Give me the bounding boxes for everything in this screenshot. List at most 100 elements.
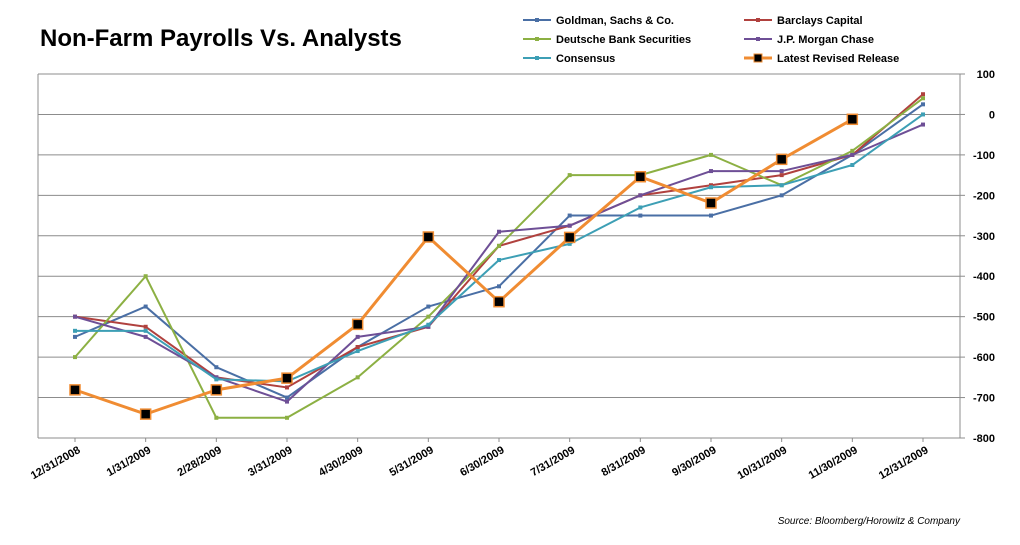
data-point: [143, 334, 148, 339]
data-point: [355, 375, 360, 380]
series-line: [74, 93, 924, 389]
data-point: [921, 102, 925, 107]
data-point: [638, 205, 643, 210]
series-4: [73, 112, 925, 384]
data-point: [355, 349, 360, 354]
data-point: [709, 213, 713, 218]
legend-label: J.P. Morgan Chase: [777, 34, 874, 46]
x-tick-label: 4/30/2009: [317, 444, 365, 479]
data-point: [638, 193, 643, 198]
data-point: [634, 170, 647, 183]
data-point: [709, 183, 713, 188]
x-tick-label: 8/31/2009: [599, 444, 647, 479]
x-tick-label: 2/28/2009: [175, 444, 223, 479]
data-point: [921, 96, 925, 101]
data-point: [73, 328, 77, 333]
x-tick-label: 10/31/2009: [735, 444, 789, 482]
legend-item: Consensus: [523, 53, 615, 65]
y-tick-label: 100: [977, 69, 995, 81]
data-point: [779, 173, 784, 178]
legend-marker: [535, 37, 539, 41]
legend-item: Barclays Capital: [744, 15, 863, 27]
data-point: [921, 92, 925, 97]
data-point: [426, 322, 431, 327]
series-0: [73, 102, 925, 400]
data-point: [73, 334, 77, 339]
data-point: [210, 384, 223, 396]
x-tick-label: 7/31/2009: [529, 444, 577, 479]
series-5: [69, 113, 859, 420]
series-line: [74, 117, 854, 416]
data-point: [143, 304, 148, 309]
data-point: [567, 241, 572, 246]
data-point: [850, 148, 855, 153]
data-point: [921, 112, 925, 117]
x-axis: 12/31/2008 1/31/2009 2/28/2009 3/31/2009 4/3…: [29, 438, 931, 482]
x-tick-label: 12/31/2008: [29, 444, 83, 482]
x-tick-label: 3/31/2009: [246, 444, 294, 479]
data-point: [73, 314, 77, 319]
data-point: [709, 152, 713, 157]
gridlines: [37, 73, 961, 439]
data-point: [139, 408, 152, 420]
data-point: [143, 274, 148, 279]
data-point: [705, 197, 717, 209]
data-point: [281, 372, 293, 384]
x-tick-label: 5/31/2009: [387, 444, 435, 479]
chart-title: Non-Farm Payrolls Vs. Analysts: [40, 25, 402, 52]
x-tick-label: 12/31/2009: [877, 444, 931, 482]
y-tick-label: -100: [973, 150, 995, 162]
data-point: [214, 375, 219, 380]
data-point: [497, 229, 501, 234]
data-point: [921, 122, 925, 127]
legend-label: Barclays Capital: [777, 15, 863, 27]
data-point: [567, 173, 572, 178]
data-point: [709, 169, 713, 174]
data-point: [779, 193, 784, 198]
legend-label: Latest Revised Release: [777, 53, 899, 65]
data-point: [422, 231, 435, 243]
source-note: Source: Bloomberg/Horowitz & Company: [778, 516, 961, 527]
data-point: [355, 334, 360, 339]
data-point: [497, 258, 501, 263]
legend-marker: [756, 18, 760, 22]
data-point: [285, 415, 289, 420]
y-tick-label: -400: [973, 271, 995, 283]
series-2: [73, 96, 925, 420]
data-point: [567, 213, 572, 218]
data-point: [214, 415, 219, 420]
data-point: [214, 365, 219, 370]
y-tick-label: 0: [989, 109, 995, 121]
data-point: [493, 295, 505, 308]
y-tick-label: -700: [973, 393, 995, 405]
legend-label: Consensus: [556, 53, 615, 65]
data-point: [355, 345, 360, 349]
data-point: [285, 395, 289, 400]
series-line: [74, 103, 924, 399]
series-3: [73, 122, 925, 404]
y-tick-label: -800: [973, 433, 995, 445]
data-point: [426, 304, 431, 309]
data-point: [779, 183, 784, 188]
series-1: [73, 92, 925, 390]
y-tick-label: -200: [973, 190, 995, 202]
x-tick-label: 11/30/2009: [807, 444, 860, 482]
legend-item: Deutsche Bank Securities: [523, 34, 691, 46]
data-point: [846, 113, 859, 126]
series-line: [74, 123, 924, 403]
data-point: [73, 355, 77, 360]
x-tick-label: 1/31/2009: [105, 444, 153, 479]
data-point: [143, 328, 148, 333]
legend-item: J.P. Morgan Chase: [744, 34, 874, 46]
legend-marker: [753, 53, 763, 63]
legend-marker: [535, 18, 539, 22]
data-point: [351, 318, 364, 331]
data-point: [143, 324, 148, 329]
data-point: [567, 223, 572, 228]
y-tick-label: -500: [973, 312, 995, 324]
data-point: [426, 324, 431, 329]
y-tick-label: -300: [973, 231, 995, 243]
series-group: [69, 92, 925, 420]
data-point: [850, 163, 855, 167]
